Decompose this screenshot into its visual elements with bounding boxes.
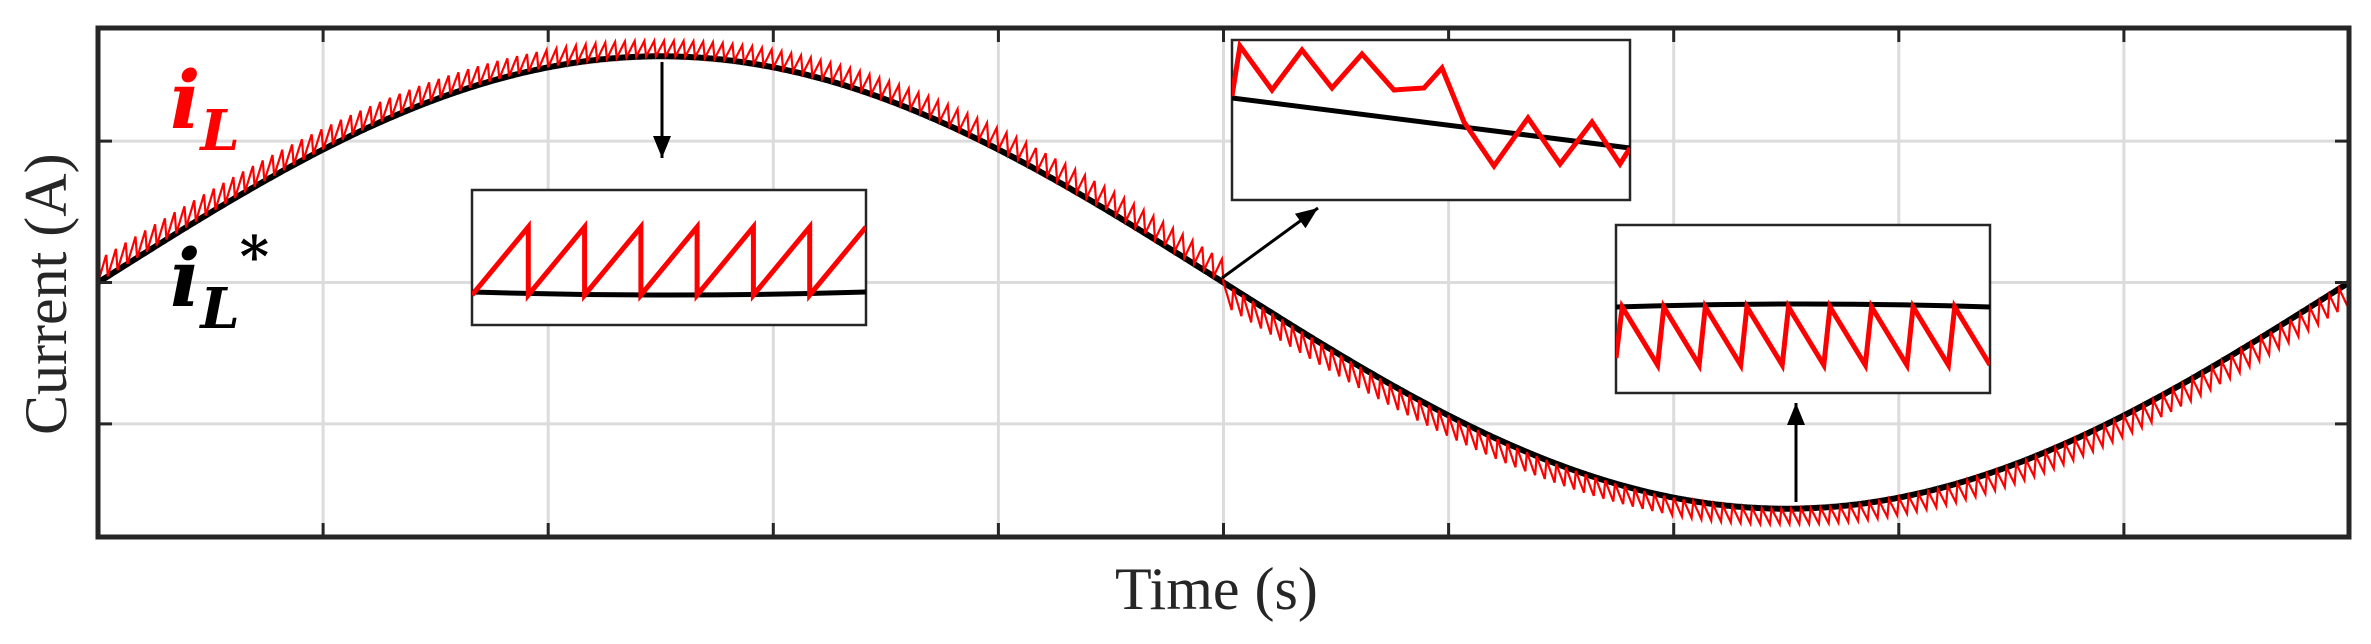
- legend-reference-current-sup: *: [239, 224, 270, 290]
- x-axis-label: Time (s): [1115, 556, 1318, 622]
- plot-frame: [95, 25, 2352, 540]
- legend-inductor-current-base: i: [170, 53, 201, 147]
- inset-panels: [470, 38, 1992, 395]
- legend-reference-current-base: i: [170, 231, 201, 325]
- legend-inductor-current-sub: L: [200, 98, 240, 164]
- inductor-current-line: [96, 37, 2351, 528]
- inset-trough: [1614, 223, 1992, 395]
- plot-border: [95, 25, 2352, 540]
- series-inductor-current: [96, 37, 2351, 528]
- legend-reference-current-sub: L: [200, 276, 240, 342]
- legend-inductor-current: iL: [170, 60, 240, 159]
- inset-peak-ripple: [472, 220, 866, 302]
- inset-trough-ripple: [1616, 299, 1990, 373]
- inset-zero-crossing: [1230, 38, 1632, 202]
- inset-trough-arrow-head: [1787, 403, 1805, 425]
- inset-peak: [470, 188, 868, 327]
- inset-zero-crossing-frame: [1230, 38, 1632, 202]
- inset-arrows: [653, 62, 1805, 502]
- inset-peak-arrow-head: [653, 136, 671, 158]
- inset-zero-crossing-reference: [1232, 95, 1630, 151]
- inset-zero-crossing-arrow-head: [1294, 208, 1318, 229]
- inset-trough-frame: [1614, 223, 1992, 395]
- inset-zero-crossing-ripple: [1232, 40, 1630, 171]
- y-axis-label: Current (A): [13, 153, 79, 435]
- legend-reference-current: iL*: [170, 229, 269, 337]
